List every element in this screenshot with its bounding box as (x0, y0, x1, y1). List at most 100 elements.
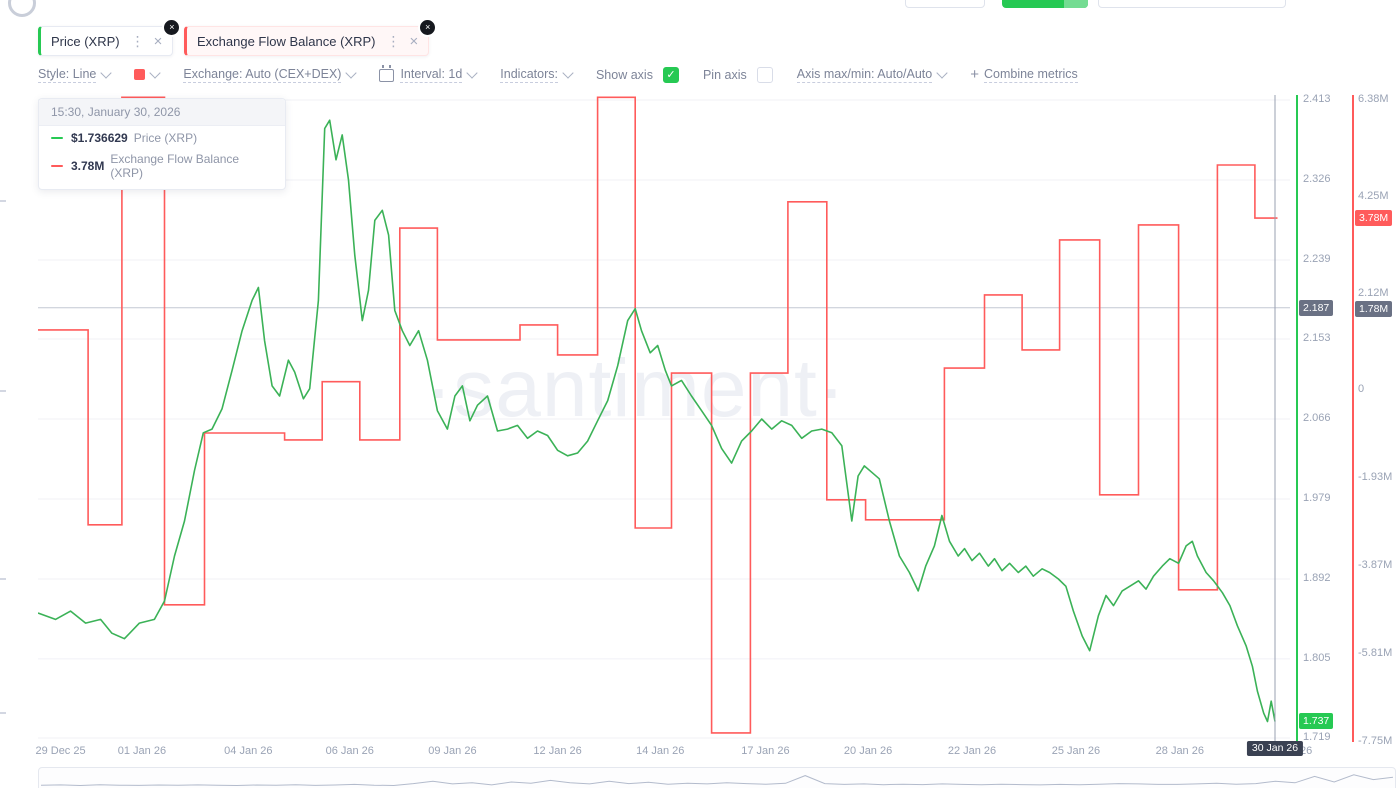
flow-axis-tick: 4.25M (1358, 189, 1389, 202)
metric-tab-label: Price (XRP) (51, 33, 120, 49)
metric-tab-label: Exchange Flow Balance (XRP) (197, 33, 376, 49)
chart-toolbar: Style: Line Exchange: Auto (CEX+DEX) Int… (38, 65, 1078, 83)
flow-series-dash-icon (51, 165, 63, 167)
x-axis-tick: 17 Jan 26 (741, 745, 790, 757)
flow-axis-tick: -3.87M (1358, 558, 1393, 571)
flow-axis-tick: -5.81M (1358, 646, 1393, 659)
close-icon[interactable]: × (409, 32, 419, 50)
chevron-down-icon (100, 66, 113, 79)
show-axis-toggle[interactable]: Show axis (595, 66, 679, 83)
x-axis-tick: 28 Jan 26 (1155, 745, 1204, 757)
flow-axis-tick: -1.93M (1358, 470, 1393, 483)
kebab-menu-icon[interactable]: ⋮ (386, 32, 401, 49)
interval-dropdown[interactable]: Interval: 1d (379, 65, 478, 83)
price-axis-tick: 2.326 (1303, 172, 1331, 185)
axis-maxmin-dropdown[interactable]: Axis max/min: Auto/Auto (796, 66, 948, 83)
flow-axis-tick: -7.75M (1358, 735, 1393, 747)
x-axis-tick: 20 Jan 26 (843, 745, 893, 757)
flow-axis-tick: 0 (1358, 382, 1365, 395)
chevron-down-icon (149, 66, 162, 79)
tooltip-row-price: $1.736629 Price (XRP) (39, 126, 285, 147)
price-last-value-badge: 1.737 (1299, 713, 1334, 730)
interval-dropdown-label: Interval: 1d (400, 66, 463, 83)
header-button-outline-right[interactable] (1098, 0, 1286, 8)
header-primary-split-cap[interactable] (1064, 0, 1088, 8)
edge-tick (0, 578, 6, 580)
price-chart-canvas[interactable] (38, 95, 1290, 742)
show-axis-label: Show axis (595, 67, 653, 82)
x-axis-tick: 01 Jan 26 (117, 745, 167, 757)
chevron-down-icon (466, 66, 478, 79)
kebab-menu-icon[interactable]: ⋮ (130, 32, 145, 49)
tooltip-flow-value: 3.78M (71, 159, 105, 173)
flow-axis-tick: 2.12M (1358, 286, 1389, 299)
tooltip-flow-label: Exchange Flow Balance (XRP) (110, 152, 240, 180)
pin-axis-checkbox[interactable] (756, 66, 773, 83)
price-line-series (38, 119, 1276, 723)
x-axis-tick: 14 Jan 26 (636, 745, 685, 757)
calendar-icon (379, 65, 395, 82)
combine-metrics-label: Combine metrics (983, 66, 1078, 83)
price-crosshair-badge: 2.187 (1299, 299, 1334, 316)
style-dropdown[interactable]: Style: Line (38, 66, 113, 83)
x-axis-tick: 29 Dec 25 (35, 745, 86, 757)
chart-navigator[interactable] (38, 767, 1396, 788)
price-axis-tick: 1.892 (1303, 571, 1331, 584)
x-axis-tick: 22 Jan 26 (947, 745, 997, 757)
remove-metric-badge[interactable]: × (418, 18, 438, 37)
indicators-dropdown-label: Indicators: (500, 66, 558, 83)
x-axis-tick: 06 Jan 26 (325, 745, 374, 757)
exchange-dropdown-label: Exchange: Auto (CEX+DEX) (183, 66, 342, 83)
price-axis-line[interactable] (1296, 95, 1298, 742)
edge-tick (0, 390, 6, 392)
header-primary-button[interactable] (1002, 0, 1088, 8)
tooltip-price-value: $1.736629 (71, 131, 128, 145)
x-axis-tick: 04 Jan 26 (224, 745, 273, 757)
price-axis-tick: 1.805 (1303, 651, 1331, 664)
price-axis-tick: 2.413 (1303, 93, 1331, 105)
tooltip-row-flow: 3.78M Exchange Flow Balance (XRP) (39, 147, 285, 189)
price-axis-tick: 1.719 (1303, 731, 1331, 743)
price-axis-tick: 2.153 (1303, 332, 1331, 345)
flow-step-series (38, 96, 1278, 734)
price-axis-tick: 2.066 (1303, 412, 1331, 424)
chevron-down-icon (562, 66, 574, 79)
edge-tick (0, 200, 6, 202)
price-axis-tick: 2.239 (1303, 252, 1331, 265)
style-dropdown-label: Style: Line (38, 66, 97, 83)
x-axis-tick: 25 Jan 26 (1051, 745, 1101, 757)
pin-axis-toggle[interactable]: Pin axis (702, 66, 773, 83)
color-swatch-dropdown[interactable] (134, 66, 162, 80)
pin-axis-label: Pin axis (702, 67, 747, 82)
combine-metrics-button[interactable]: + Combine metrics (970, 66, 1078, 83)
crosshair-date-badge: 30 Jan 26 (1246, 741, 1304, 756)
flow-crosshair-badge: 1.78M (1355, 301, 1393, 317)
header-button-outline-left[interactable] (905, 0, 985, 8)
edge-tick (0, 712, 6, 714)
x-axis-label-tail: 26 (1300, 745, 1313, 757)
close-icon[interactable]: × (153, 32, 163, 50)
logo-avatar[interactable] (8, 0, 36, 17)
price-series-dash-icon (51, 137, 63, 139)
remove-metric-badge[interactable]: × (162, 18, 182, 37)
navigator-sparkline[interactable] (41, 771, 1393, 788)
flow-axis-tick: 6.38M (1358, 93, 1389, 105)
tooltip-price-label: Price (XRP) (133, 131, 198, 145)
metric-tab-price[interactable]: Price (XRP) ⋮ × × (38, 18, 182, 56)
indicators-dropdown[interactable]: Indicators: (500, 66, 574, 83)
color-swatch-icon (134, 69, 146, 80)
chevron-down-icon (936, 66, 948, 79)
chart-tooltip: 15:30, January 30, 2026 $1.736629 Price … (38, 98, 286, 190)
tooltip-timestamp: 15:30, January 30, 2026 (39, 99, 285, 126)
x-axis-tick: 12 Jan 26 (533, 745, 582, 757)
chevron-down-icon (345, 66, 358, 79)
show-axis-checkbox[interactable] (662, 66, 679, 83)
price-axis-tick: 1.979 (1303, 491, 1331, 504)
flow-axis-line[interactable] (1352, 95, 1354, 742)
exchange-dropdown[interactable]: Exchange: Auto (CEX+DEX) (183, 66, 358, 83)
plus-icon: + (970, 66, 979, 83)
metric-tab-exchange-flow-balance[interactable]: Exchange Flow Balance (XRP) ⋮ × × (184, 18, 438, 56)
x-axis-tick: 09 Jan 26 (428, 745, 477, 757)
navigator-series (41, 774, 1393, 787)
